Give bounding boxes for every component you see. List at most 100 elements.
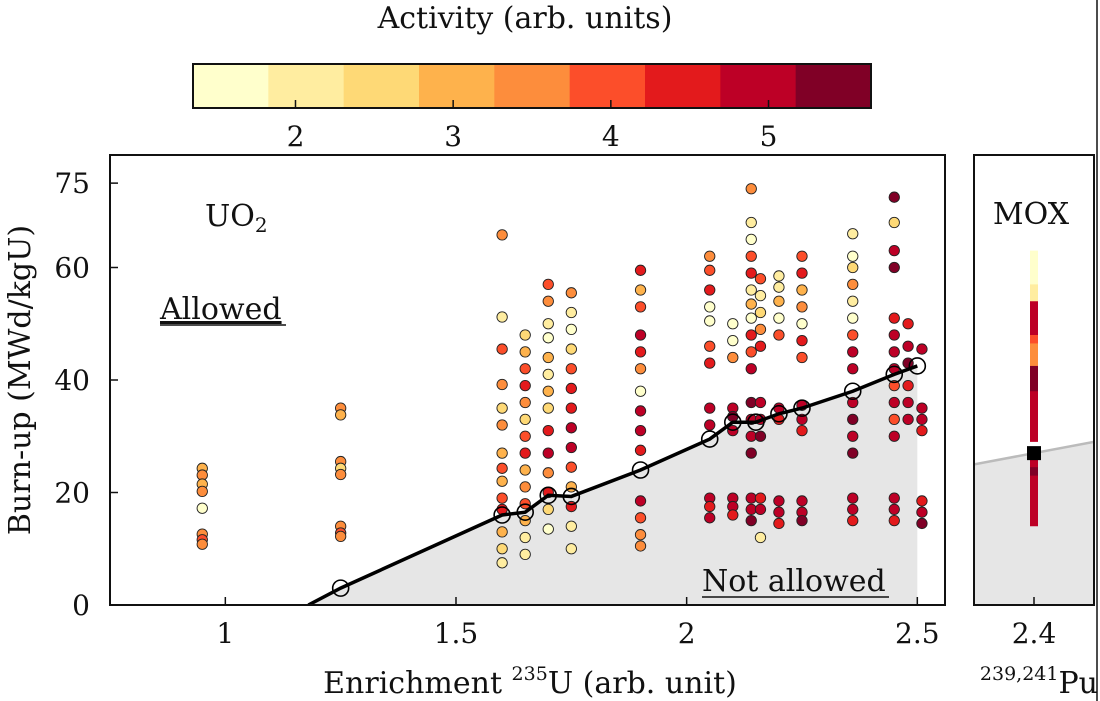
mox-data-point [1030, 391, 1038, 442]
data-point [704, 284, 716, 296]
data-point [847, 503, 859, 516]
data-point [634, 540, 647, 552]
y-tick-label: 40 [54, 364, 90, 397]
data-point [847, 396, 859, 409]
data-point [745, 514, 757, 527]
data-point [704, 340, 716, 352]
colorbar-bands [193, 64, 872, 108]
data-point [754, 492, 767, 504]
data-point [847, 492, 859, 504]
data-point [796, 267, 808, 279]
data-point [902, 379, 914, 392]
data-point [773, 517, 785, 530]
data-point [847, 295, 859, 307]
data-point [888, 312, 900, 324]
x-tick-label: 2 [678, 617, 696, 650]
data-point [496, 311, 508, 323]
data-point [916, 495, 928, 507]
x-tick-label: 1.5 [434, 617, 479, 650]
data-point [745, 284, 757, 296]
data-point [745, 346, 757, 358]
data-point [727, 410, 739, 423]
data-point [565, 287, 577, 299]
data-point [542, 332, 554, 344]
data-point [796, 284, 808, 296]
data-point [496, 475, 508, 487]
data-point [704, 264, 716, 276]
data-point [496, 402, 508, 414]
data-point [496, 462, 508, 474]
data-point [496, 447, 508, 459]
data-point [888, 430, 900, 442]
data-point [519, 346, 531, 358]
data-point [888, 329, 900, 341]
data-point [565, 343, 577, 355]
data-point [916, 506, 928, 518]
data-point [542, 402, 554, 414]
data-point [754, 323, 767, 336]
data-point [196, 538, 208, 550]
colorbar-ticks [294, 100, 770, 108]
colorbar-band [795, 64, 872, 108]
data-point [888, 396, 900, 409]
data-point [754, 340, 767, 352]
mox-panel: MOX 2.4 239,241Pu [973, 154, 1098, 701]
mox-limit-marker [1027, 446, 1041, 461]
colorbar-tick-label: 2 [287, 120, 305, 153]
data-point [727, 334, 739, 347]
data-point [888, 514, 900, 527]
data-point [916, 413, 928, 426]
y-tick-label: 75 [54, 167, 90, 200]
data-point [704, 315, 716, 327]
colorbar-band [268, 64, 345, 108]
colorbar-band [419, 64, 495, 108]
mox-panel-label: MOX [993, 197, 1070, 232]
data-point [519, 329, 531, 341]
data-point [519, 396, 531, 409]
data-point [634, 284, 647, 296]
colorbar-tick-label: 5 [760, 120, 778, 153]
data-point [704, 301, 716, 313]
data-point [542, 318, 554, 330]
data-point [496, 526, 508, 538]
data-point [745, 216, 757, 229]
data-point [773, 281, 785, 293]
y-tick-label: 60 [54, 252, 90, 285]
data-point [847, 514, 859, 527]
data-point [796, 301, 808, 313]
mox-data-point [1030, 475, 1038, 527]
data-point [519, 481, 531, 493]
data-point [773, 295, 785, 307]
data-point [902, 396, 914, 409]
data-point [888, 503, 900, 516]
data-point [565, 461, 577, 473]
limit-marker [908, 357, 927, 375]
data-point [745, 267, 757, 279]
data-point [796, 495, 808, 507]
colorbar-tick-label: 4 [602, 120, 620, 153]
data-point [565, 422, 577, 434]
data-point [519, 430, 531, 442]
limit-marker [539, 486, 558, 505]
data-point [796, 351, 808, 364]
limit-marker [562, 487, 581, 506]
mox-data-points [1030, 250, 1038, 527]
colorbar-title: Activity (arb. units) [377, 1, 673, 36]
data-point [634, 329, 647, 341]
colorbar-tick-labels: 2 3 4 5 [287, 120, 778, 153]
data-point [496, 343, 508, 355]
data-point [542, 368, 554, 381]
data-point [519, 531, 531, 544]
data-point [634, 363, 647, 375]
data-point [704, 419, 716, 431]
data-point [916, 517, 928, 530]
data-point [773, 312, 785, 324]
data-point [745, 363, 757, 375]
data-point [634, 264, 647, 276]
data-point [519, 379, 531, 392]
data-point [745, 250, 757, 262]
data-point [634, 424, 647, 437]
data-point [847, 312, 859, 324]
mox-x-tick-label: 2.4 [1012, 617, 1057, 650]
